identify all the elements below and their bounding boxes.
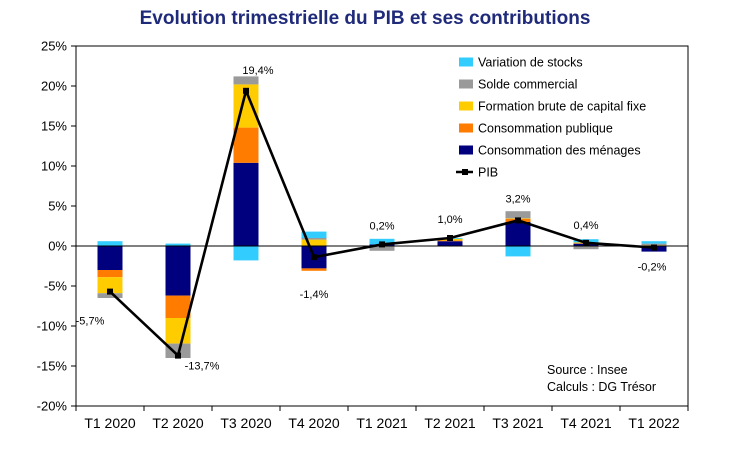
- bar-variation-de-stocks: [97, 241, 123, 246]
- x-tick-label: T4 2020: [288, 415, 340, 431]
- pib-data-label: 19,4%: [242, 65, 273, 77]
- pib-data-label: 3,2%: [505, 193, 530, 205]
- y-tick-label: 5%: [48, 199, 67, 214]
- y-tick-label: -5%: [44, 279, 68, 294]
- bar-solde-commercial: [233, 76, 259, 85]
- x-tick-label: T2 2021: [424, 415, 476, 431]
- x-tick-label: T1 2021: [356, 415, 408, 431]
- pib-point: [651, 244, 657, 251]
- bar-solde-commercial: [573, 246, 599, 250]
- legend-label: Solde commercial: [478, 78, 577, 92]
- legend-label: Formation brute de capital fixe: [478, 100, 646, 114]
- legend-marker-pib: [462, 169, 468, 175]
- pib-data-label: 0,4%: [573, 220, 598, 232]
- pib-data-label: -1,4%: [300, 289, 329, 301]
- pib-point: [447, 235, 453, 241]
- legend-swatch: [459, 123, 473, 133]
- pib-point: [311, 254, 317, 261]
- y-tick-label: 10%: [41, 159, 67, 174]
- calculs-label: Calculs : DG Trésor: [547, 380, 656, 394]
- bar-consommation-des-m-nages: [97, 246, 123, 270]
- chart-title: Evolution trimestrielle du PIB et ses co…: [139, 8, 591, 29]
- bar-solde-commercial: [301, 238, 327, 240]
- x-tick-label: T1 2020: [84, 415, 136, 431]
- bar-solde-commercial: [505, 211, 531, 219]
- bar-variation-de-stocks: [301, 231, 327, 238]
- pib-point: [515, 217, 521, 224]
- bar-solde-commercial: [369, 246, 395, 251]
- bar-formation-brute-de-capital-fixe: [97, 277, 123, 294]
- legend-swatch: [459, 101, 473, 111]
- bar-consommation-publique: [301, 268, 327, 271]
- x-tick-label: T2 2020: [152, 415, 204, 431]
- bar-consommation-publique: [97, 270, 123, 278]
- bar-variation-de-stocks: [505, 246, 531, 257]
- bar-variation-de-stocks: [641, 241, 667, 244]
- legend-label: Consommation des ménages: [478, 144, 641, 158]
- bar-formation-brute-de-capital-fixe: [301, 239, 327, 246]
- legend-label: Consommation publique: [478, 122, 613, 136]
- legend-swatch: [459, 79, 473, 89]
- bar-consommation-publique: [233, 127, 259, 163]
- pib-point: [583, 239, 589, 246]
- pib-point: [379, 241, 385, 248]
- bar-variation-de-stocks: [233, 246, 259, 261]
- pib-data-label: 0,2%: [369, 220, 394, 232]
- bar-consommation-des-m-nages: [505, 222, 531, 246]
- source-label: Source : Insee: [547, 363, 628, 377]
- x-tick-label: T3 2021: [492, 415, 544, 431]
- bar-solde-commercial: [641, 243, 667, 246]
- plot-frame: [75, 45, 689, 407]
- x-tick-label: T1 2022: [628, 415, 680, 431]
- x-tick-label: T4 2021: [560, 415, 612, 431]
- legend-box: [453, 50, 683, 180]
- y-tick-label: 20%: [41, 79, 67, 94]
- y-tick-label: -10%: [37, 319, 68, 334]
- y-tick-label: -20%: [37, 399, 68, 414]
- y-tick-label: 15%: [41, 119, 67, 134]
- legend-label: PIB: [478, 166, 498, 180]
- y-tick-label: -15%: [37, 359, 68, 374]
- pib-data-label: 1,0%: [437, 214, 462, 226]
- pib-point: [175, 352, 181, 359]
- bar-consommation-des-m-nages: [437, 241, 463, 246]
- legend-label: Variation de stocks: [478, 56, 583, 70]
- pib-point: [243, 87, 249, 94]
- legend-swatch: [459, 145, 473, 155]
- y-tick-label: 25%: [41, 39, 67, 54]
- legend-swatch: [459, 57, 473, 67]
- pib-data-label: -13,7%: [185, 361, 220, 373]
- bar-solde-commercial: [97, 293, 123, 298]
- pib-point: [107, 288, 113, 295]
- pib-data-label: -5,7%: [76, 316, 105, 328]
- x-tick-label: T3 2020: [220, 415, 272, 431]
- bar-consommation-des-m-nages: [233, 162, 259, 246]
- bar-consommation-publique: [165, 295, 191, 318]
- y-tick-label: 0%: [48, 239, 67, 254]
- bar-variation-de-stocks: [165, 243, 191, 246]
- bar-consommation-des-m-nages: [165, 246, 191, 296]
- pib-data-label: -0,2%: [638, 262, 667, 274]
